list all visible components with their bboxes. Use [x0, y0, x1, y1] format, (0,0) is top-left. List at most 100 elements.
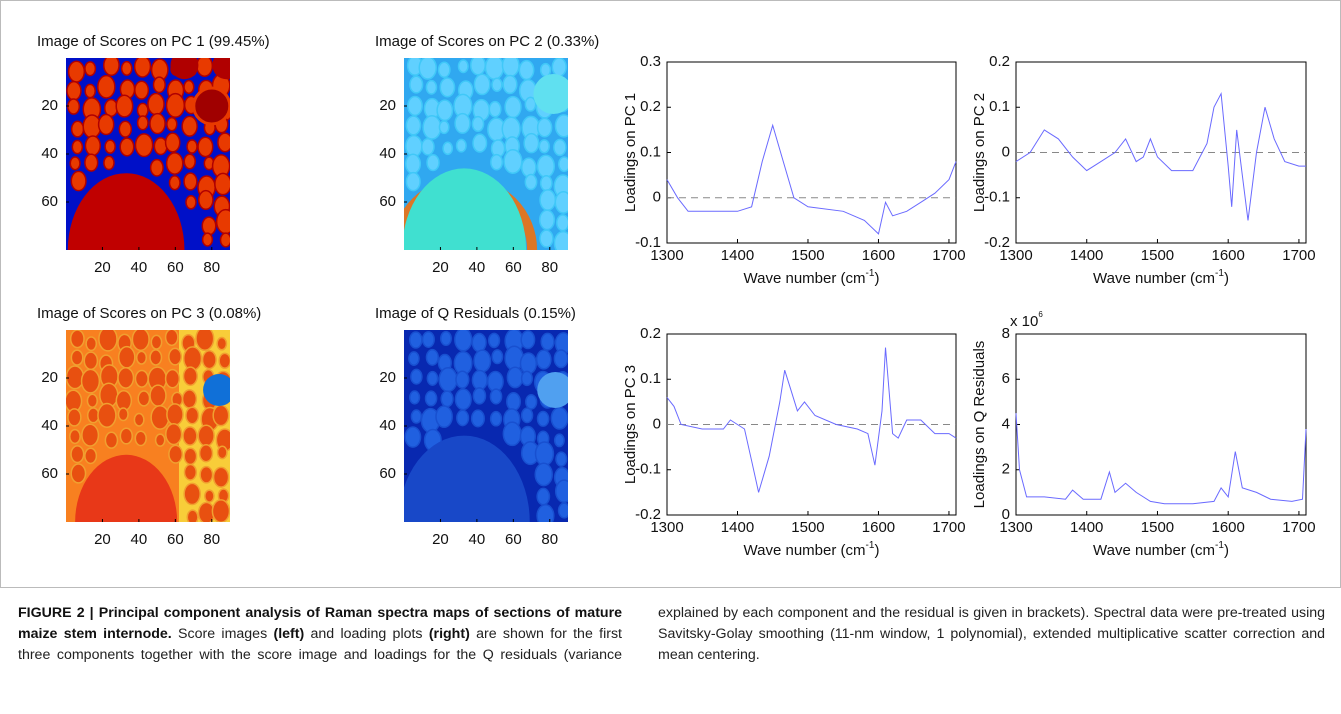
- map-cell: [470, 58, 487, 76]
- map-cell: [539, 229, 554, 248]
- map-cell: [539, 174, 553, 192]
- map-cell: [418, 58, 437, 80]
- map-cell: [537, 372, 568, 408]
- map-cell: [556, 214, 568, 232]
- x-axis-label-part: ): [874, 270, 879, 287]
- x-tick-label: 40: [131, 259, 148, 276]
- map-cell: [149, 349, 163, 366]
- map-cell: [425, 79, 438, 95]
- map-cell: [198, 189, 214, 211]
- map-cell: [551, 58, 567, 77]
- map-cell: [70, 463, 87, 484]
- map-cell: [471, 332, 487, 353]
- y-axis-label: Loadings on PC 1: [622, 93, 639, 212]
- map-cell: [81, 423, 100, 447]
- x-axis-label-part: Wave number (cm: [1093, 270, 1215, 287]
- map-cell: [554, 479, 568, 504]
- x-tick-label: 1300: [650, 519, 683, 536]
- map-cell: [67, 60, 86, 83]
- y-tick-label: 60: [41, 193, 58, 210]
- map-cell: [70, 120, 85, 138]
- x-tick-label: 60: [505, 259, 522, 276]
- map-cell: [182, 346, 203, 371]
- map-cell: [134, 133, 154, 158]
- map-cell: [435, 405, 453, 429]
- map-cell: [404, 426, 422, 448]
- map-cell: [181, 389, 198, 409]
- map-cell: [490, 153, 504, 171]
- map-cell: [70, 349, 84, 366]
- axis-exponent-base: x 10: [1010, 313, 1038, 330]
- map-cell: [120, 60, 133, 76]
- x-tick-label: 60: [167, 259, 184, 276]
- y-tick-label: -0.2: [635, 506, 661, 523]
- map-cell: [422, 115, 442, 140]
- map-cell: [405, 115, 422, 136]
- image-title: Image of Scores on PC 2 (0.33%): [375, 33, 599, 50]
- map-cell: [409, 75, 424, 94]
- caption-text: (left): [273, 626, 305, 642]
- map-cell: [84, 61, 97, 77]
- map-cell: [404, 153, 422, 175]
- map-cell: [164, 132, 181, 153]
- y-tick-label: 0.1: [989, 98, 1010, 115]
- map-cell: [203, 374, 230, 406]
- map-cell: [168, 175, 181, 191]
- map-cell: [405, 171, 421, 192]
- x-tick-label: 1700: [1282, 519, 1315, 536]
- score-map: [404, 330, 568, 522]
- map-cell: [84, 135, 101, 157]
- map-cell: [491, 77, 503, 92]
- map-cell: [550, 406, 568, 430]
- map-cell: [440, 390, 454, 408]
- x-tick-label: 80: [203, 531, 220, 548]
- map-cell: [488, 100, 502, 118]
- map-cell: [426, 153, 440, 172]
- axis-exponent-power: 6: [1038, 310, 1043, 319]
- map-cell: [70, 445, 85, 464]
- x-axis-label-part: Wave number (cm: [744, 270, 866, 287]
- map-cell: [183, 463, 198, 481]
- y-tick-label: 0.2: [640, 98, 661, 115]
- map-cell: [484, 58, 505, 80]
- map-cell: [456, 409, 470, 427]
- map-cell: [442, 141, 454, 156]
- x-axis-label-superscript: -1: [866, 540, 875, 551]
- map-cell: [217, 132, 230, 153]
- caption-text: Score images: [171, 626, 274, 642]
- map-region: [75, 454, 178, 522]
- map-cell: [472, 387, 487, 405]
- map-cell: [183, 79, 195, 95]
- map-cell: [536, 487, 551, 506]
- map-cell: [471, 369, 488, 391]
- map-cell: [131, 330, 150, 352]
- map-cell: [489, 388, 503, 405]
- map-cell: [554, 191, 568, 214]
- map-cell: [455, 138, 467, 153]
- map-cell: [503, 149, 523, 174]
- map-cell: [83, 351, 99, 371]
- map-cell: [539, 189, 557, 211]
- x-tick-label: 1300: [650, 247, 683, 264]
- map-cell: [555, 451, 568, 467]
- map-cell: [97, 113, 115, 136]
- x-tick-label: 1600: [862, 519, 895, 536]
- map-cell: [524, 96, 537, 112]
- x-axis-label-superscript: -1: [1215, 268, 1224, 279]
- x-tick-label: 1300: [999, 519, 1032, 536]
- map-cell: [182, 366, 198, 386]
- y-tick-label: 0: [1002, 143, 1010, 160]
- map-cell: [533, 74, 568, 114]
- map-cell: [471, 115, 485, 133]
- y-tick-label: 0.2: [989, 53, 1010, 70]
- map-cell: [410, 409, 423, 424]
- map-cell: [525, 394, 538, 410]
- plot-frame: [666, 61, 957, 244]
- x-axis-label-part: ): [1224, 270, 1229, 287]
- x-tick-label: 1700: [1282, 247, 1315, 264]
- map-cell: [407, 95, 423, 117]
- map-cell: [103, 155, 115, 171]
- x-tick-label: 40: [469, 259, 486, 276]
- map-cell: [150, 404, 170, 430]
